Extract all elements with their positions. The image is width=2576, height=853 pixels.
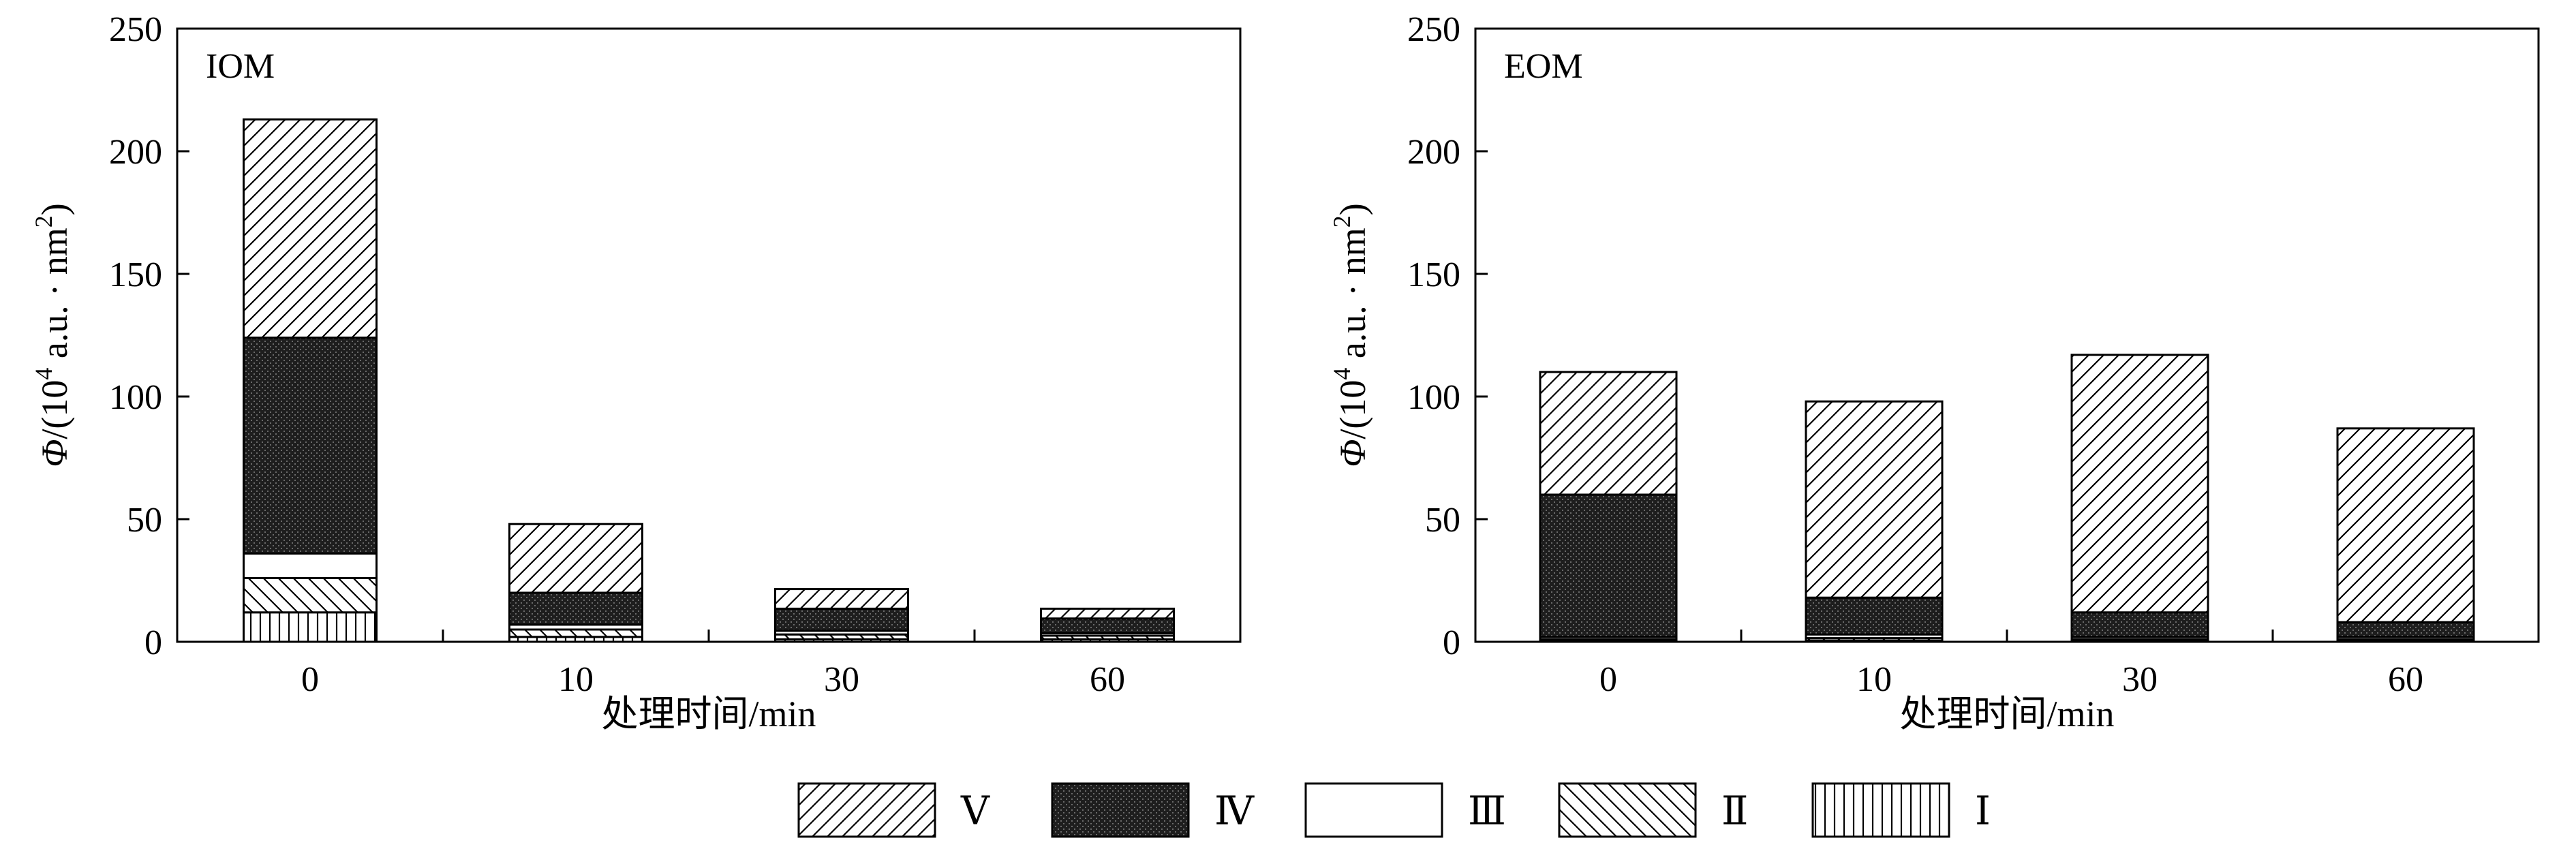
y-tick-label: 200 [109,133,162,172]
bar-segment-0-Ⅴ [243,118,378,339]
bar-segment-10-Ⅳ [1805,596,1944,636]
y-tick-label: 200 [1407,133,1460,172]
y-tick-label: 100 [109,378,162,417]
legend-label: Ⅴ [960,789,990,833]
bar-segment-0-Ⅲ [243,552,378,579]
bar-segment-30-Ⅳ [2070,611,2209,638]
legend-label: Ⅰ [1975,789,1991,833]
y-tick-label: 150 [109,255,162,294]
bar-segment-10-Ⅳ [508,591,643,626]
x-tick-label: 10 [1856,660,1892,699]
y-tick-label: 250 [109,10,162,49]
y-tick-label: 0 [144,623,162,662]
bar-segment-60-Ⅴ [2336,427,2475,623]
legend-swatch-Ⅳ [1051,782,1190,838]
y-tick-label: 50 [1425,501,1460,540]
bar-segment-30-Ⅳ [774,607,909,632]
bar-segment-60-Ⅴ [1040,607,1175,620]
legend-label: Ⅳ [1214,789,1255,833]
bar-segment-10-Ⅴ [508,523,643,594]
bar-segment-60-Ⅳ [2336,621,2475,638]
y-tick-label: 100 [1407,378,1460,417]
legend-swatch-Ⅲ [1304,782,1443,838]
bar-segment-10-Ⅱ [508,628,643,638]
panel-label: EOM [1504,47,1583,86]
x-tick-label: 0 [1599,660,1617,699]
x-tick-label: 60 [1090,660,1125,699]
panel-iom: 0 50 100 150 200 250 0 10 30 60 IOM 处理时间/min Φ/(104 … [30,10,1242,734]
x-tick-label: 60 [2388,660,2423,699]
panel-label: IOM [206,47,275,86]
legend-label: Ⅱ [1721,789,1748,833]
y-tick-label: 250 [1407,10,1460,49]
bar-segment-30-Ⅴ [2070,354,2209,614]
legend-swatch-Ⅴ [797,782,936,838]
y-tick-label: 0 [1443,623,1460,662]
x-tick-label: 30 [2122,660,2158,699]
bar-segment-0-Ⅰ [243,611,378,643]
bar-segment-30-Ⅴ [774,588,909,610]
legend-label: Ⅲ [1468,789,1506,833]
bar-segment-0-Ⅱ [243,576,378,614]
x-tick-label: 10 [558,660,594,699]
y-tick-label: 50 [127,501,162,540]
x-axis-title: 处理时间/min [1899,694,2114,734]
x-tick-label: 30 [824,660,859,699]
y-tick-label: 150 [1407,255,1460,294]
x-axis-title: 处理时间/min [601,694,816,734]
legend: Ⅴ Ⅳ Ⅲ Ⅱ Ⅰ [797,782,1991,838]
legend-swatch-Ⅰ [1811,782,1950,838]
bar-segment-0-Ⅴ [1539,371,1678,496]
legend-swatch-Ⅱ [1558,782,1697,838]
bar-segment-10-Ⅴ [1805,400,1944,599]
x-tick-label: 0 [301,660,319,699]
y-axis-title: Φ/(104 a.u. · nm2) [30,203,75,467]
y-axis-title: Φ/(104 a.u. · nm2) [1328,203,1373,467]
bar-segment-0-Ⅳ [1539,493,1678,638]
panel-eom: 0 50 100 150 200 250 0 10 30 60 EOM 处理时间/min Φ/(104 … [1328,10,2540,734]
bar-segment-60-Ⅳ [1040,617,1175,634]
bar-segment-0-Ⅳ [243,337,378,555]
